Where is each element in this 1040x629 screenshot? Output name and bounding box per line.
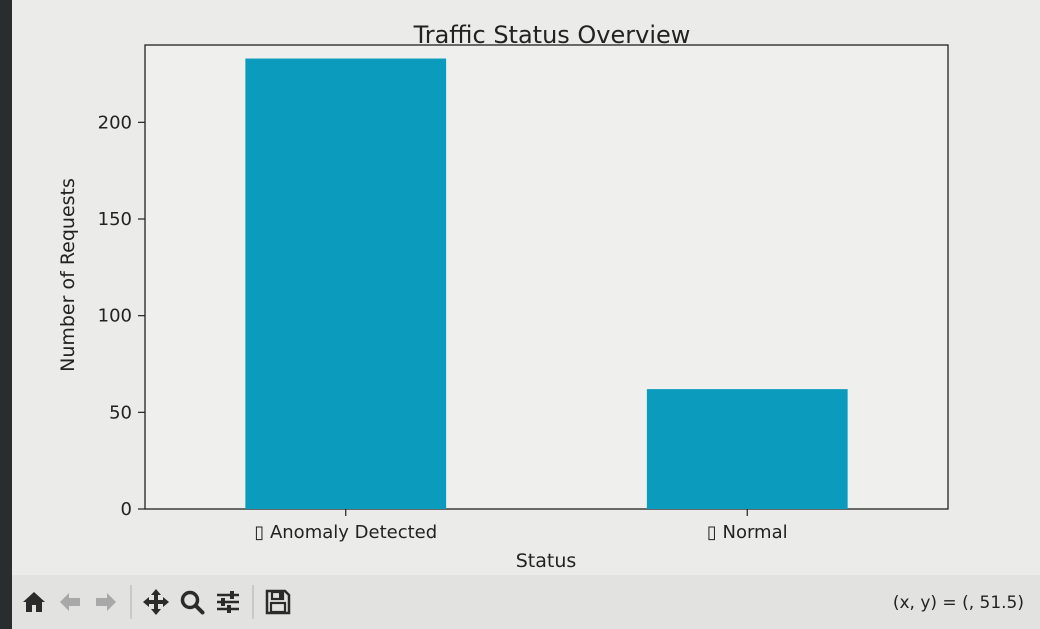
x-tick-label: ▯ Anomaly Detected [254,522,437,543]
bar-anomaly-detected [245,58,447,510]
toolbar-separator [252,585,254,619]
configure-subplots-icon [217,591,239,613]
home-icon [23,592,45,612]
forward-arrow-icon [96,593,116,611]
terminal-edge [0,0,12,629]
save-button[interactable] [260,584,296,620]
chart-title: Traffic Status Overview [413,21,691,49]
x-tick-label: ▯ Normal [707,522,788,543]
toolbar-separator [130,585,132,619]
zoom-button[interactable] [174,584,210,620]
navigation-toolbar [12,575,1040,629]
y-axis-title: Number of Requests [57,178,79,372]
bar-normal [646,389,848,509]
pan-icon [143,589,169,615]
y-tick-label: 100 [98,306,132,327]
plot-area: 0 50 100 150 200 ▯ Anomaly Detected ▯ Normal [98,44,949,543]
x-axis-title: Status [516,550,577,572]
cursor-coordinates: (x, y) = (, 51.5) [892,593,1024,613]
back-arrow-icon [60,593,80,611]
y-tick-label: 50 [109,402,132,423]
save-icon [265,589,291,615]
zoom-icon [180,590,205,615]
y-tick-label: 150 [98,209,132,230]
back-button[interactable] [52,584,88,620]
pan-button[interactable] [138,584,174,620]
bar-chart: Traffic Status Overview 0 50 100 150 200 ▯ An… [57,21,949,572]
y-tick-label: 200 [98,112,132,133]
configure-subplots-button[interactable] [210,584,246,620]
y-tick-label: 0 [121,499,132,520]
figure-canvas: Traffic Status Overview 0 50 100 150 200 ▯ An… [12,0,1040,575]
forward-button[interactable] [88,584,124,620]
home-button[interactable] [16,584,52,620]
